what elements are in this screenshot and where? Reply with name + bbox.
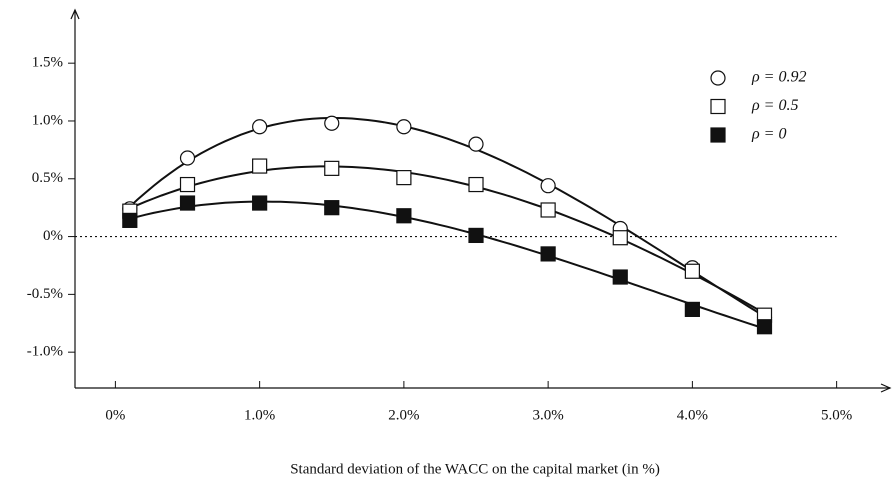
x-tick-label: 0% xyxy=(105,407,125,423)
marker xyxy=(540,246,556,262)
marker xyxy=(540,202,556,218)
marker xyxy=(324,160,340,176)
x-tick-label: 4.0% xyxy=(677,407,708,423)
y-tick-label: 0% xyxy=(43,228,63,244)
x-tick-label: 1.0% xyxy=(244,407,275,423)
marker xyxy=(179,150,196,166)
y-tick-label: -0.5% xyxy=(27,286,63,302)
marker xyxy=(468,136,484,152)
legend-marker xyxy=(710,98,726,115)
marker xyxy=(179,176,196,193)
marker xyxy=(252,119,268,135)
legend-label: ρ = 0.5 xyxy=(751,97,798,114)
x-tick-label: 5.0% xyxy=(821,407,852,423)
marker xyxy=(324,115,340,131)
marker xyxy=(396,208,412,224)
y-tick-label: 0.5% xyxy=(32,170,63,186)
y-arrow xyxy=(70,8,80,20)
marker xyxy=(756,319,773,335)
x-arrow xyxy=(880,383,892,393)
marker xyxy=(179,195,196,211)
marker xyxy=(252,158,268,174)
fit-curve xyxy=(129,165,765,315)
marker xyxy=(684,263,700,279)
fit-curve xyxy=(129,117,766,318)
marker xyxy=(540,178,556,194)
marker xyxy=(684,301,700,317)
legend-label: ρ = 0.92 xyxy=(751,69,806,86)
marker xyxy=(396,170,412,186)
legend-label: ρ = 0 xyxy=(751,126,786,143)
x-tick-label: 3.0% xyxy=(533,407,564,423)
y-tick-label: -1.0% xyxy=(27,344,63,360)
legend-marker xyxy=(710,127,726,143)
marker xyxy=(612,230,628,246)
x-tick-label: 2.0% xyxy=(388,407,419,423)
marker xyxy=(122,212,138,228)
y-tick-label: 1.0% xyxy=(32,112,63,128)
marker xyxy=(468,227,484,244)
fit-curve xyxy=(129,200,765,330)
marker xyxy=(612,269,628,285)
marker xyxy=(252,195,268,211)
marker xyxy=(396,119,412,135)
x-axis-label: Standard deviation of the WACC on the ca… xyxy=(290,461,660,477)
y-tick-label: 1.5% xyxy=(32,55,63,71)
marker xyxy=(468,176,484,193)
marker xyxy=(324,200,340,216)
legend-marker xyxy=(710,70,726,86)
